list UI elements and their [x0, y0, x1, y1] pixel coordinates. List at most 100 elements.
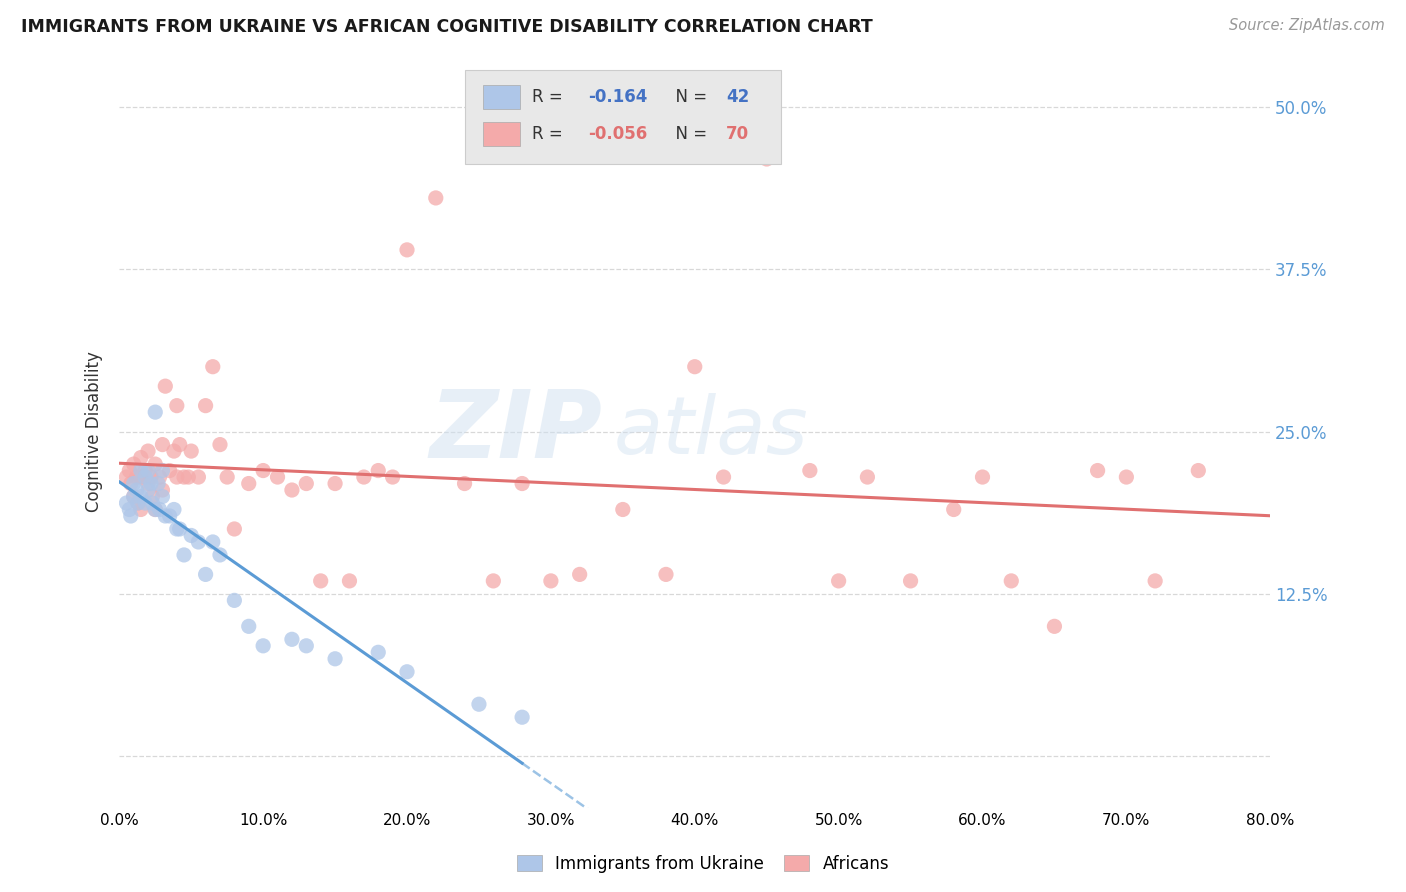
Point [323, 476, 346, 491]
Point [122, 476, 145, 491]
Point [238, 476, 260, 491]
Point [510, 476, 533, 491]
Point [129, 502, 152, 516]
Point [510, 710, 533, 724]
Point [159, 464, 181, 478]
Point [143, 502, 166, 516]
Point [942, 502, 965, 516]
Point [134, 470, 156, 484]
Point [482, 574, 505, 588]
Point [127, 496, 149, 510]
Point [208, 548, 231, 562]
Point [309, 574, 332, 588]
Point [1000, 574, 1022, 588]
Point [900, 574, 922, 588]
Point [395, 243, 418, 257]
Point [136, 464, 159, 478]
Point [266, 470, 288, 484]
Point [180, 444, 202, 458]
Point [1115, 470, 1137, 484]
Point [177, 470, 200, 484]
Point [163, 444, 186, 458]
Point [208, 437, 231, 451]
Point [339, 574, 361, 588]
Point [217, 470, 239, 484]
Point [683, 359, 706, 374]
Point [146, 476, 169, 491]
Point [122, 490, 145, 504]
Point [141, 490, 163, 504]
Point [655, 567, 678, 582]
Point [129, 464, 152, 478]
Text: N =: N = [665, 87, 713, 105]
Point [166, 470, 188, 484]
Point [281, 483, 304, 497]
Point [152, 483, 174, 497]
Point [201, 535, 224, 549]
Point [238, 619, 260, 633]
Text: atlas: atlas [614, 392, 808, 471]
Point [612, 502, 634, 516]
Point [173, 548, 195, 562]
Point [122, 457, 145, 471]
Point [136, 444, 159, 458]
Text: R =: R = [533, 125, 568, 144]
Point [323, 652, 346, 666]
Point [252, 639, 274, 653]
Point [187, 470, 209, 484]
Point [799, 464, 821, 478]
Point [155, 508, 177, 523]
Point [295, 639, 318, 653]
Point [118, 464, 141, 478]
Point [713, 470, 735, 484]
Point [129, 490, 152, 504]
Point [163, 502, 186, 516]
Point [180, 528, 202, 542]
Legend: Immigrants from Ukraine, Africans: Immigrants from Ukraine, Africans [510, 848, 896, 880]
Text: IMMIGRANTS FROM UKRAINE VS AFRICAN COGNITIVE DISABILITY CORRELATION CHART: IMMIGRANTS FROM UKRAINE VS AFRICAN COGNI… [21, 18, 873, 36]
Point [194, 399, 217, 413]
Point [115, 496, 138, 510]
FancyBboxPatch shape [484, 122, 520, 146]
Point [1087, 464, 1109, 478]
Point [425, 191, 447, 205]
Point [159, 508, 181, 523]
Point [395, 665, 418, 679]
Point [856, 470, 879, 484]
Point [1144, 574, 1167, 588]
Point [169, 522, 191, 536]
Point [540, 574, 562, 588]
Point [224, 522, 246, 536]
Point [139, 470, 162, 484]
Point [136, 483, 159, 497]
Point [169, 437, 191, 451]
Point [1187, 464, 1209, 478]
Point [120, 508, 142, 523]
Text: N =: N = [665, 125, 713, 144]
Point [827, 574, 849, 588]
Point [148, 470, 170, 484]
Text: Source: ZipAtlas.com: Source: ZipAtlas.com [1229, 18, 1385, 33]
Point [134, 464, 156, 478]
Point [367, 464, 389, 478]
Point [201, 359, 224, 374]
Text: -0.164: -0.164 [588, 87, 647, 105]
Point [129, 470, 152, 484]
Point [125, 483, 148, 497]
Text: 70: 70 [725, 125, 749, 144]
FancyBboxPatch shape [484, 85, 520, 109]
Point [143, 457, 166, 471]
Text: -0.056: -0.056 [588, 125, 647, 144]
Point [173, 470, 195, 484]
Point [568, 567, 591, 582]
Point [1043, 619, 1066, 633]
Point [252, 464, 274, 478]
Text: R =: R = [533, 87, 568, 105]
Point [148, 502, 170, 516]
Text: ZIP: ZIP [430, 385, 603, 477]
Point [143, 405, 166, 419]
FancyBboxPatch shape [464, 70, 782, 164]
Point [755, 152, 778, 166]
Point [152, 464, 174, 478]
Point [353, 470, 375, 484]
